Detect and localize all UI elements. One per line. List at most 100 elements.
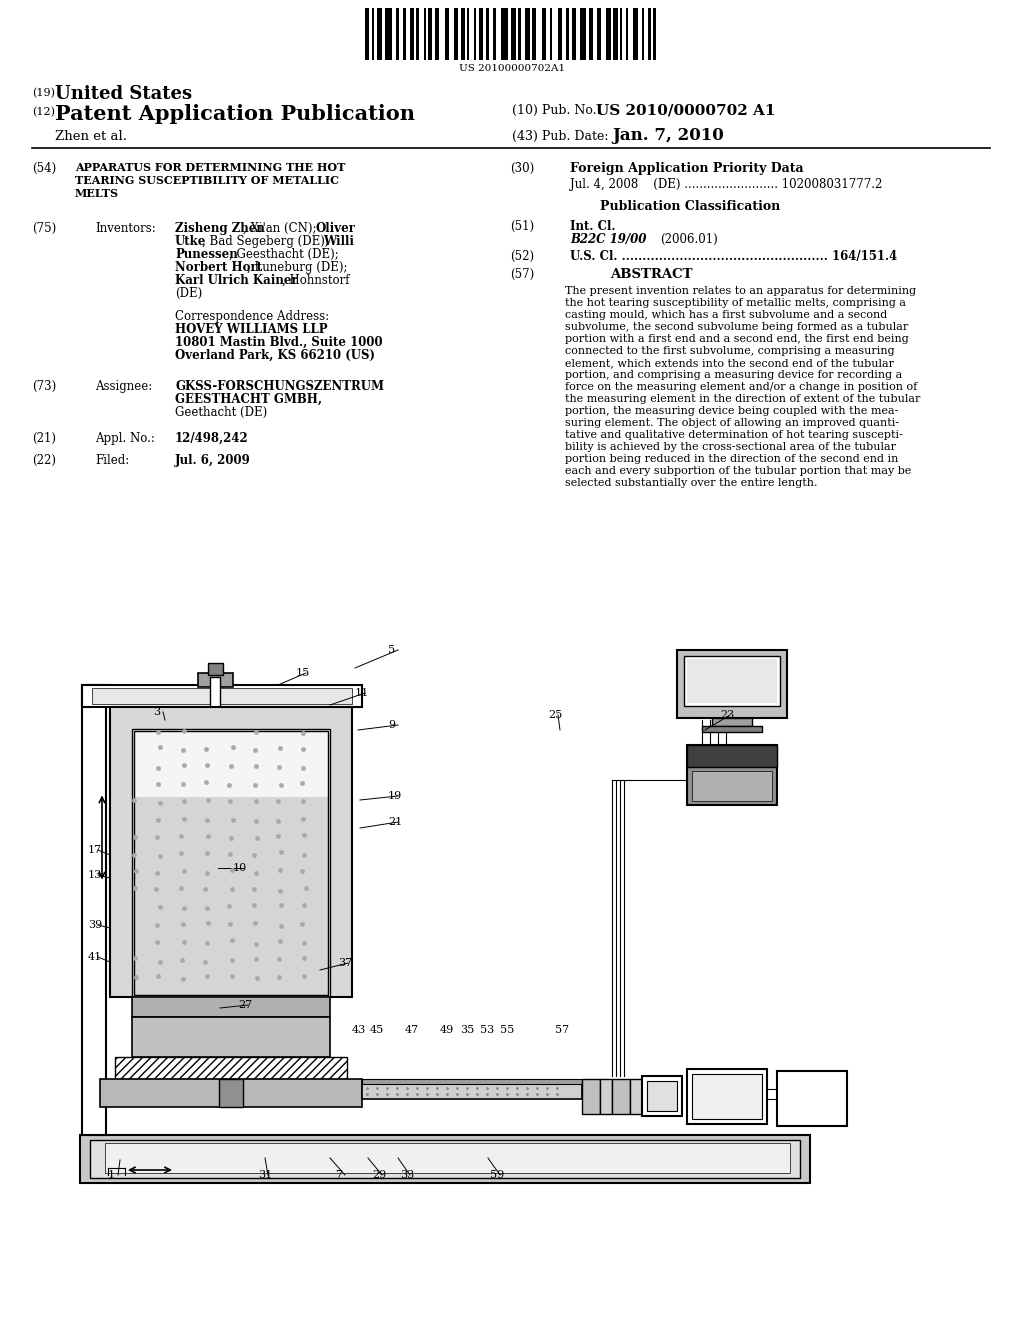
Bar — [134, 731, 328, 995]
Text: Zisheng Zhen: Zisheng Zhen — [175, 222, 265, 235]
Bar — [648, 8, 651, 59]
Text: US 20100000702A1: US 20100000702A1 — [459, 63, 565, 73]
Text: GEESTHACHT GMBH,: GEESTHACHT GMBH, — [175, 393, 322, 407]
Bar — [692, 1074, 762, 1119]
Bar — [612, 1078, 630, 1114]
Text: (43) Pub. Date:: (43) Pub. Date: — [512, 129, 608, 143]
Text: 27: 27 — [238, 1001, 252, 1010]
Text: ABSTRACT: ABSTRACT — [610, 268, 692, 281]
Text: Inventors:: Inventors: — [95, 222, 156, 235]
Bar — [90, 1140, 800, 1177]
Text: Jan. 7, 2010: Jan. 7, 2010 — [612, 127, 724, 144]
Bar — [115, 1057, 347, 1078]
Bar — [454, 8, 458, 59]
Bar — [92, 688, 352, 704]
Text: United States: United States — [55, 84, 193, 103]
Text: portion with a first end and a second end, the first end being: portion with a first end and a second en… — [565, 334, 908, 345]
Bar — [532, 8, 536, 59]
Text: 41: 41 — [88, 952, 102, 962]
Bar — [524, 8, 530, 59]
Bar — [82, 685, 106, 1135]
Text: (2006.01): (2006.01) — [660, 234, 718, 246]
Bar — [550, 8, 552, 59]
Text: subvolume, the second subvolume being formed as a tubular: subvolume, the second subvolume being fo… — [565, 322, 908, 333]
Text: 55: 55 — [500, 1026, 514, 1035]
Text: (75): (75) — [32, 222, 56, 235]
Text: 10801 Mastin Blvd., Suite 1000: 10801 Mastin Blvd., Suite 1000 — [175, 337, 383, 348]
Bar — [518, 8, 521, 59]
Text: (19): (19) — [32, 88, 55, 98]
Text: HOVEY WILLIAMS LLP: HOVEY WILLIAMS LLP — [175, 323, 328, 337]
Bar — [365, 8, 370, 59]
Text: 21: 21 — [388, 817, 402, 828]
Text: 47: 47 — [406, 1026, 419, 1035]
Text: Int. Cl.: Int. Cl. — [570, 220, 615, 234]
Text: 25: 25 — [548, 710, 562, 719]
Text: Jul. 4, 2008    (DE) ......................... 102008031777.2: Jul. 4, 2008 (DE) ......................… — [570, 178, 883, 191]
Bar — [385, 8, 391, 59]
Text: 19: 19 — [388, 791, 402, 801]
Text: APPARATUS FOR DETERMINING THE HOT: APPARATUS FOR DETERMINING THE HOT — [75, 162, 345, 173]
Text: 13: 13 — [88, 870, 102, 880]
Text: the measuring element in the direction of extent of the tubular: the measuring element in the direction o… — [565, 393, 921, 404]
Text: 7: 7 — [335, 1170, 342, 1180]
Bar — [777, 1071, 847, 1126]
Bar — [687, 1069, 767, 1125]
Text: Karl Ulrich Kainer: Karl Ulrich Kainer — [175, 275, 298, 286]
Text: Patent Application Publication: Patent Application Publication — [55, 104, 415, 124]
Bar — [411, 8, 414, 59]
Text: (12): (12) — [32, 107, 55, 117]
Text: (21): (21) — [32, 432, 56, 445]
Bar — [511, 8, 516, 59]
Text: bility is achieved by the cross-sectional area of the tubular: bility is achieved by the cross-sectiona… — [565, 442, 896, 451]
Text: TEARING SUSCEPTIBILITY OF METALLIC: TEARING SUSCEPTIBILITY OF METALLIC — [75, 176, 339, 186]
Text: Publication Classification: Publication Classification — [600, 201, 780, 213]
Text: Geethacht (DE): Geethacht (DE) — [175, 407, 267, 418]
Bar — [642, 1076, 682, 1115]
Text: (73): (73) — [32, 380, 56, 393]
Text: , Bad Segeberg (DE);: , Bad Segeberg (DE); — [202, 235, 333, 248]
Bar — [687, 744, 777, 767]
Text: Jul. 6, 2009: Jul. 6, 2009 — [175, 454, 251, 467]
Bar — [600, 1078, 612, 1114]
Bar — [712, 718, 752, 726]
Text: 57: 57 — [555, 1026, 569, 1035]
Text: 37: 37 — [338, 958, 352, 968]
Text: Oliver: Oliver — [315, 222, 355, 235]
Text: suring element. The object of allowing an improved quanti-: suring element. The object of allowing a… — [565, 418, 899, 428]
Text: Overland Park, KS 66210 (US): Overland Park, KS 66210 (US) — [175, 348, 375, 362]
Bar — [444, 8, 450, 59]
Text: (10) Pub. No.:: (10) Pub. No.: — [512, 104, 604, 117]
Text: 12/498,242: 12/498,242 — [175, 432, 249, 445]
Text: (51): (51) — [510, 220, 535, 234]
Text: 39: 39 — [88, 920, 102, 931]
Bar — [362, 1078, 582, 1084]
Text: 45: 45 — [370, 1026, 384, 1035]
Text: Filed:: Filed: — [95, 454, 129, 467]
Text: (54): (54) — [32, 162, 56, 176]
Bar — [565, 8, 569, 59]
Text: 5: 5 — [388, 645, 395, 655]
Bar — [702, 726, 762, 733]
Text: 29: 29 — [372, 1170, 386, 1180]
Text: 10: 10 — [233, 863, 247, 873]
Text: (52): (52) — [510, 249, 535, 263]
Bar — [634, 8, 638, 59]
Text: 43: 43 — [352, 1026, 367, 1035]
Text: 33: 33 — [400, 1170, 415, 1180]
Text: Assignee:: Assignee: — [95, 380, 153, 393]
Bar — [687, 744, 777, 805]
Text: portion, the measuring device being coupled with the mea-: portion, the measuring device being coup… — [565, 407, 898, 416]
Text: (57): (57) — [510, 268, 535, 281]
Bar — [684, 656, 780, 706]
Bar — [435, 8, 439, 59]
Text: 23: 23 — [720, 710, 734, 719]
Text: Foreign Application Priority Data: Foreign Application Priority Data — [570, 162, 804, 176]
Text: the hot tearing susceptibility of metallic melts, comprising a: the hot tearing susceptibility of metall… — [565, 298, 906, 308]
Text: 49: 49 — [440, 1026, 455, 1035]
Text: Willi: Willi — [323, 235, 354, 248]
Text: The present invention relates to an apparatus for determining: The present invention relates to an appa… — [565, 286, 916, 296]
Bar — [677, 649, 787, 718]
Bar — [597, 8, 601, 59]
Text: 9: 9 — [388, 719, 395, 730]
